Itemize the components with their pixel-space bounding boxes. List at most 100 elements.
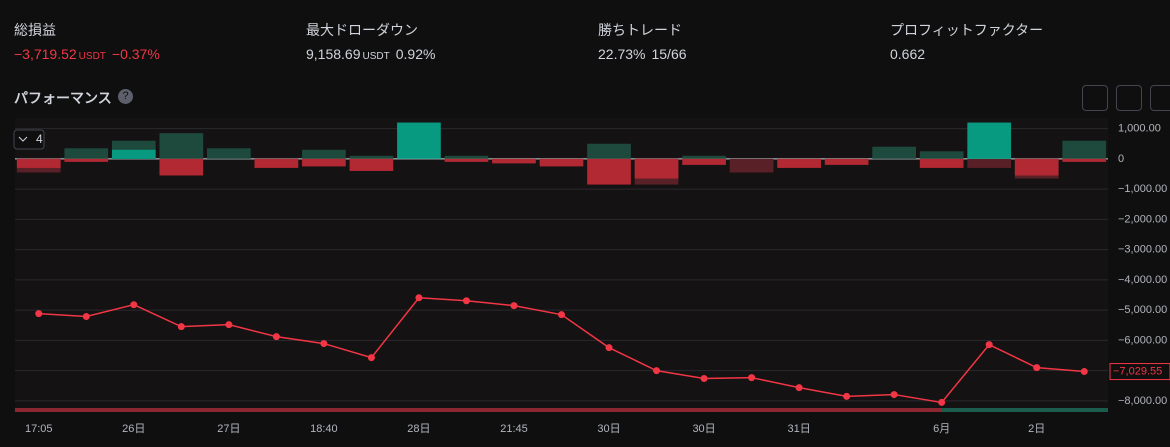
stat: プロフィットファクター 0.662 (890, 20, 1043, 62)
x-tick-label: 26日 (122, 423, 145, 435)
bar (967, 158, 1012, 168)
stat-value: 9,158.69 (306, 46, 361, 62)
x-tick-label: 31日 (787, 423, 810, 435)
point (415, 294, 423, 302)
bar (967, 122, 1012, 159)
bar (1014, 158, 1059, 176)
range-bar-profit (942, 408, 1108, 412)
point (748, 374, 756, 382)
stat-label: 勝ちトレード (598, 22, 682, 38)
bar (64, 158, 109, 162)
settings-button[interactable] (1082, 85, 1108, 111)
bar (587, 158, 631, 185)
counter-button[interactable] (13, 129, 45, 150)
point (82, 312, 90, 320)
bar (682, 158, 726, 165)
bar (729, 158, 774, 173)
bar (159, 133, 204, 159)
bar (302, 158, 346, 167)
point (225, 321, 233, 329)
counter: 4 (36, 132, 43, 146)
bar (539, 158, 584, 167)
stat-extra: 15/66 (651, 46, 687, 62)
stat-row: −3,719.52 USDT −0.37% (14, 46, 160, 62)
bar (444, 155, 489, 159)
stat-value: −3,719.52 (14, 46, 77, 62)
bar (1062, 140, 1107, 159)
stat-value: 22.73% (598, 46, 646, 62)
point (35, 310, 43, 318)
x-tick-label: 27日 (217, 423, 240, 435)
x-tick-label: 2日 (1028, 423, 1045, 435)
bar (824, 158, 869, 165)
point (653, 367, 661, 375)
y-tick-label: 1,000.00 (1118, 122, 1161, 134)
y-tick-label: −4,000.00 (1118, 274, 1167, 286)
x-tick-label: 17:05 (25, 423, 53, 435)
y-tick-label: −3,000.00 (1118, 244, 1167, 256)
stat-row: 0.662 (890, 46, 1043, 62)
y-tick-label: 0 (1118, 153, 1124, 165)
bar (872, 146, 917, 159)
y-tick-label: −2,000.00 (1118, 213, 1167, 225)
bar (16, 158, 61, 168)
stat-row: 22.73% 15/66 (598, 46, 687, 62)
point (177, 323, 185, 331)
stat-row: 9,158.69 USDT 0.92% (306, 46, 435, 62)
bar (444, 158, 489, 162)
bar (64, 148, 109, 159)
stat: 勝ちトレード 22.73% 15/66 (598, 20, 687, 62)
snapshot-button[interactable] (1116, 85, 1142, 111)
x-tick-label: 6月 (933, 423, 950, 435)
bar (349, 158, 394, 171)
y-tick-label: −5,000.00 (1118, 304, 1167, 316)
bar (919, 158, 964, 168)
chevron (18, 136, 28, 142)
point (985, 341, 993, 349)
point (605, 344, 613, 352)
point (558, 311, 565, 319)
stat-extra: 0.92% (395, 46, 436, 62)
point (462, 297, 470, 305)
x-tick-label: 21:45 (500, 423, 528, 435)
bar (349, 155, 394, 159)
bar (919, 151, 964, 159)
point (272, 333, 280, 341)
fullscreen-button[interactable] (1150, 85, 1170, 111)
point (1080, 368, 1088, 376)
stat-label: 最大ドローダウン (306, 22, 418, 38)
x-tick-label: 18:40 (310, 423, 338, 435)
bar (254, 158, 299, 168)
bar (587, 143, 631, 159)
bar (1062, 158, 1107, 162)
bar (777, 158, 821, 168)
range-bar-loss (15, 408, 942, 412)
bar (159, 158, 204, 176)
y-tick-label: −1,000.00 (1118, 183, 1167, 195)
stat-label: プロフィットファクター (890, 22, 1044, 38)
bar (302, 149, 346, 159)
last-value-box (1109, 363, 1170, 381)
stat: 最大ドローダウン 9,158.69 USDT 0.92% (306, 20, 435, 62)
stat-unit: USDT (362, 51, 390, 62)
point (890, 391, 898, 399)
bar (682, 155, 726, 159)
point (320, 340, 328, 348)
bar (397, 122, 441, 159)
stat-label: 総損益 (14, 22, 56, 38)
y-tick-label: −6,000.00 (1118, 334, 1167, 346)
help-icon[interactable]: ? (118, 89, 133, 104)
stat: 総損益 −3,719.52 USDT −0.37% (14, 20, 160, 62)
point (130, 301, 138, 309)
stat-extra: −0.37% (111, 46, 160, 62)
point (795, 384, 803, 392)
bar (111, 149, 156, 159)
bar (206, 148, 251, 159)
point (938, 398, 946, 406)
bar (492, 158, 536, 164)
stat-unit: USDT (78, 51, 106, 62)
bar (634, 158, 679, 179)
section-title: パフォーマンス (14, 90, 112, 106)
